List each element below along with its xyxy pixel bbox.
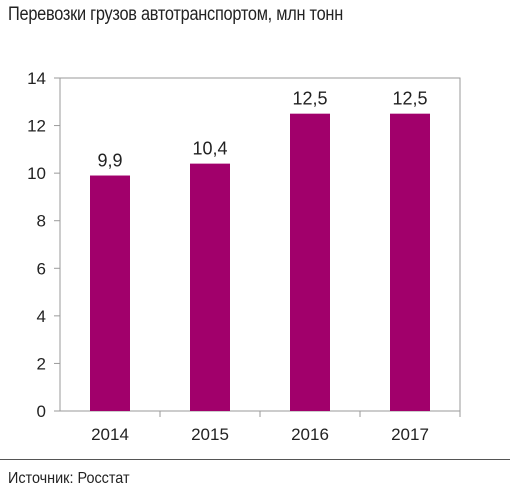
- x-tick-label: 2016: [291, 425, 329, 444]
- bar-2015: [190, 163, 230, 411]
- y-tick-label: 2: [37, 354, 46, 373]
- y-tick-label: 0: [37, 402, 46, 421]
- y-tick-label: 4: [37, 307, 46, 326]
- bar-2016: [290, 113, 330, 411]
- y-tick-label: 8: [37, 212, 46, 231]
- x-tick-label: 2015: [191, 425, 229, 444]
- y-tick-label: 6: [37, 259, 46, 278]
- chart-title: Перевозки грузов автотранспортом, млн то…: [8, 4, 343, 25]
- data-label: 12,5: [392, 89, 427, 109]
- source-note: Источник: Росстат: [8, 470, 130, 487]
- bar-2014: [90, 175, 130, 411]
- y-tick-label: 10: [27, 164, 46, 183]
- y-tick-label: 14: [27, 69, 46, 88]
- x-tick-label: 2017: [391, 425, 429, 444]
- data-label: 10,4: [192, 139, 227, 159]
- data-label: 9,9: [97, 151, 122, 171]
- footer-divider: [0, 459, 510, 460]
- data-label: 12,5: [292, 89, 327, 109]
- y-tick-label: 12: [27, 117, 46, 136]
- x-tick-label: 2014: [91, 425, 129, 444]
- bar-2017: [390, 113, 430, 411]
